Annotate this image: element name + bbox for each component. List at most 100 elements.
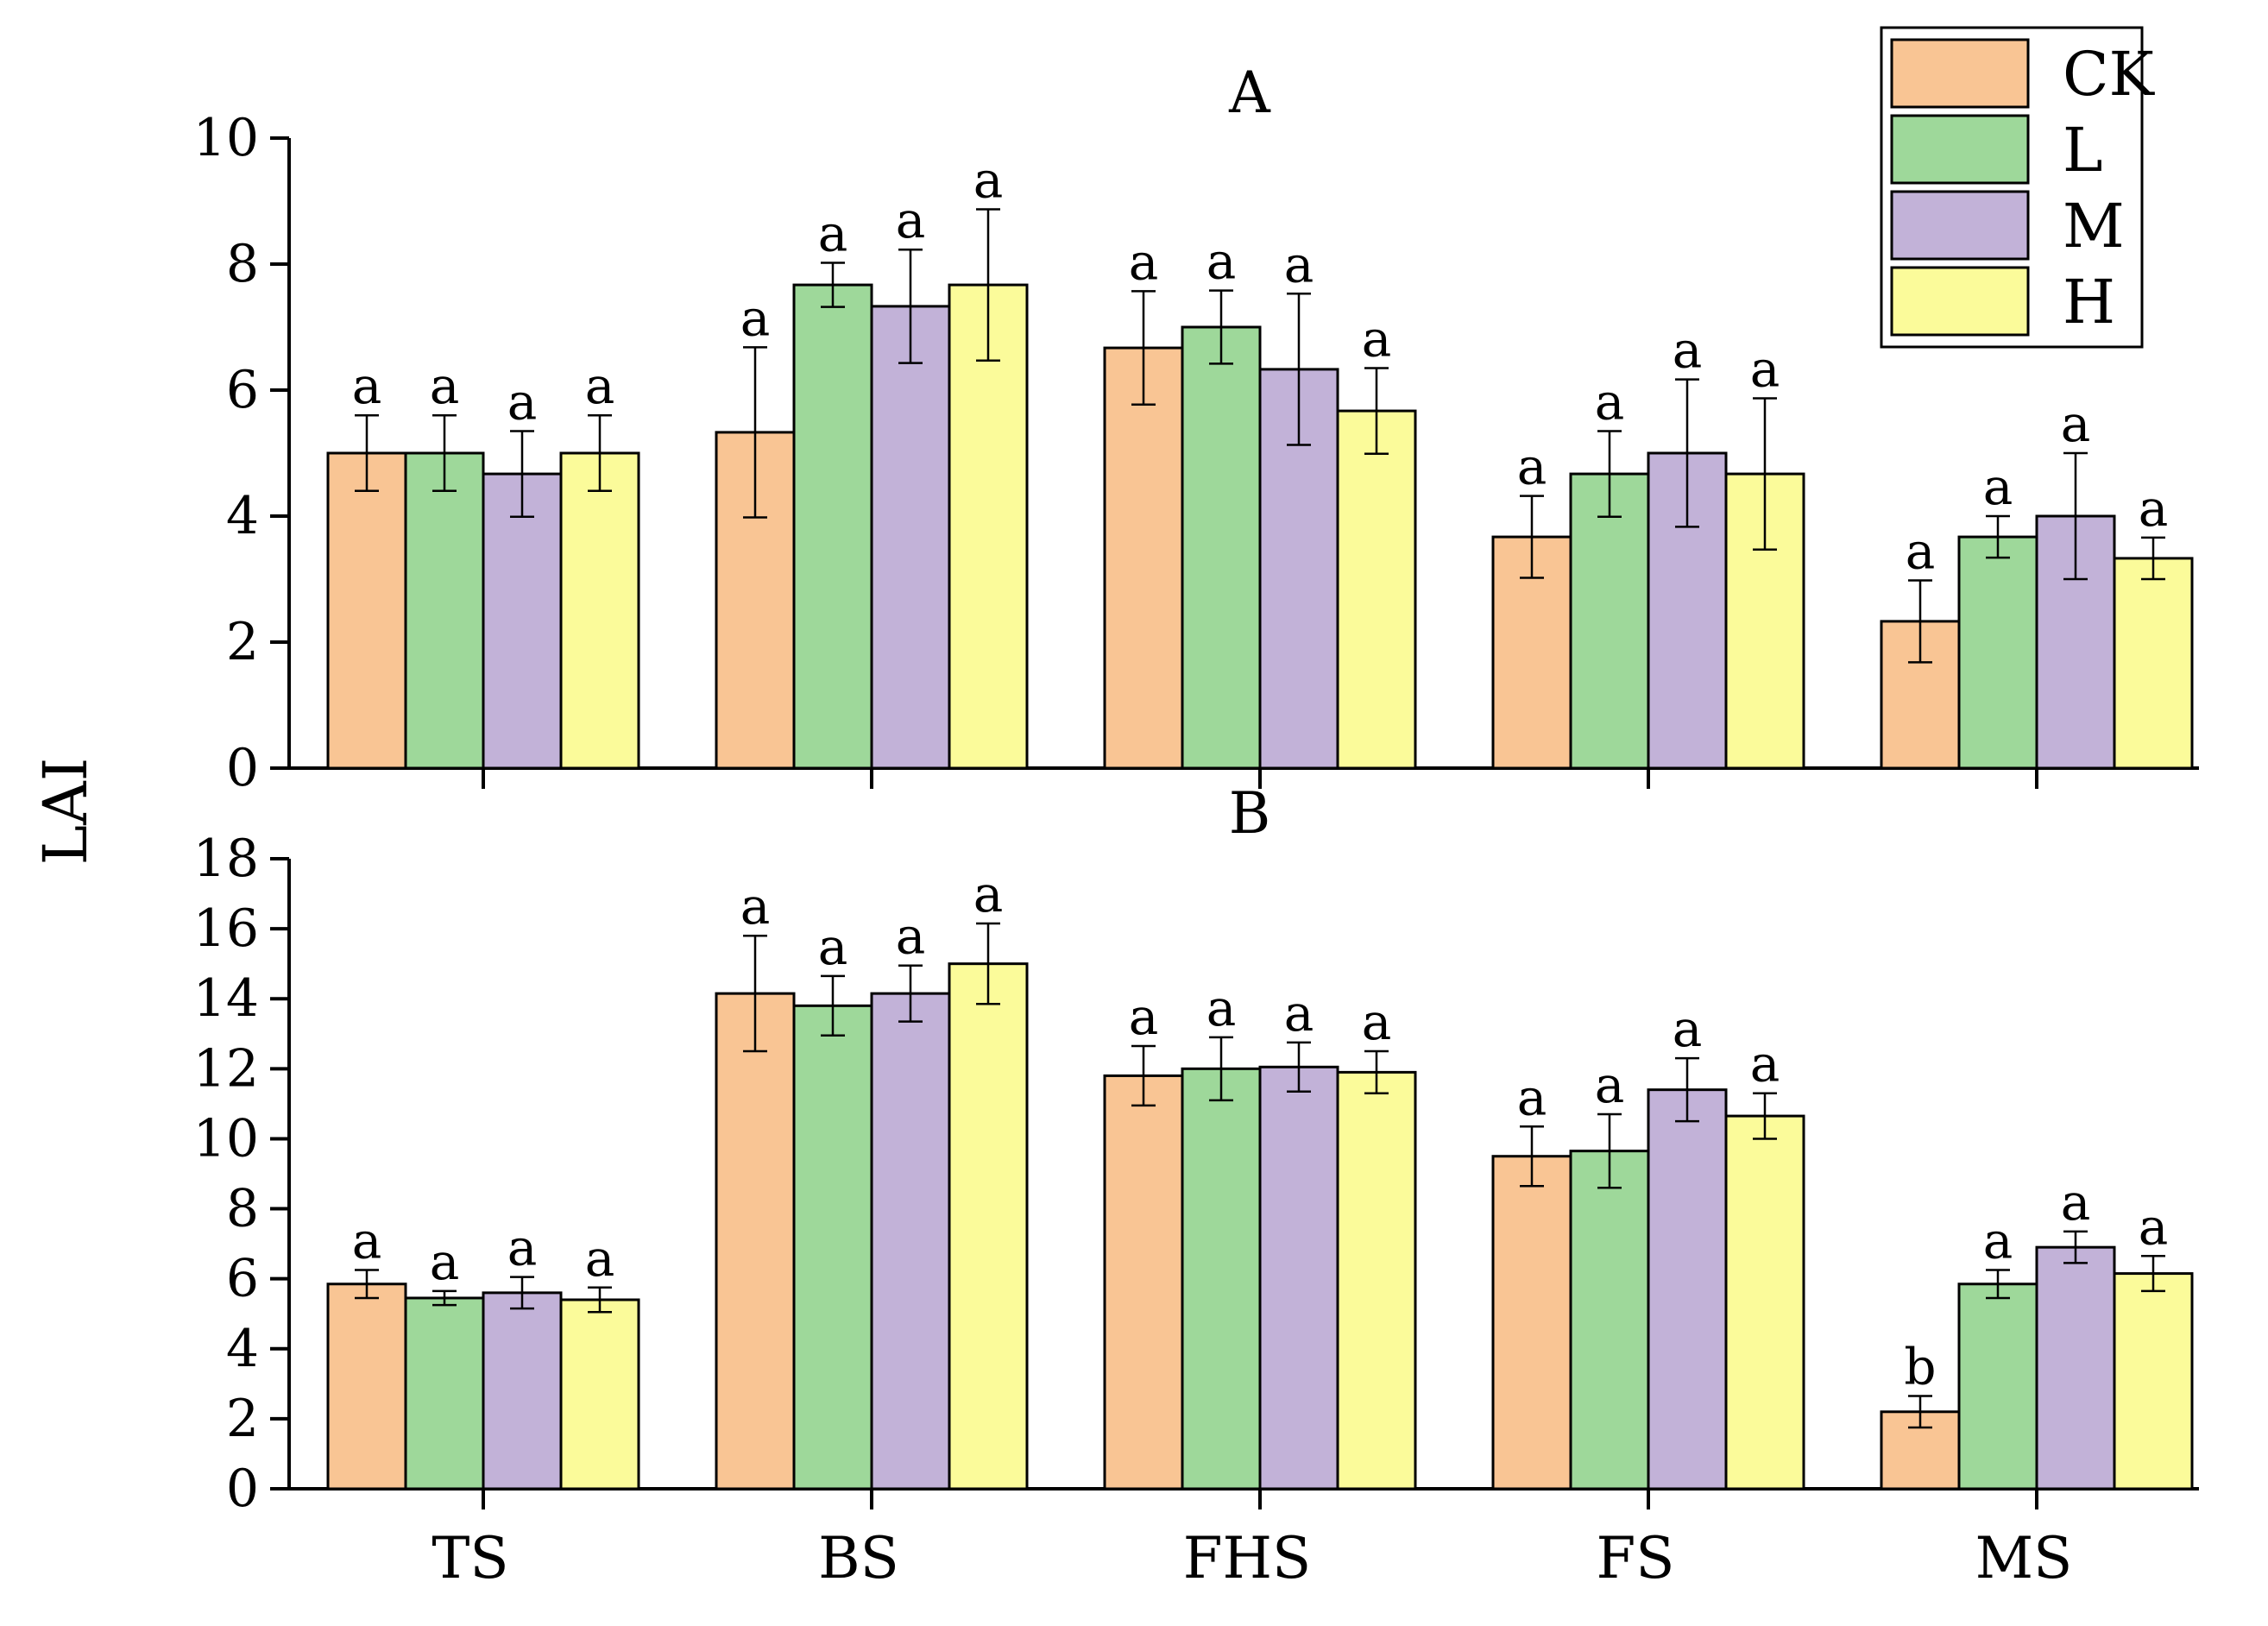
bar-L-FHS [1181, 325, 1262, 770]
bar-M-MS [2035, 1245, 2116, 1490]
significance-letter: a [1673, 999, 1703, 1058]
legend-label-L: L [2063, 115, 2102, 186]
y-tick-label: 4 [226, 1319, 259, 1379]
legend-label-CK: CK [2063, 39, 2156, 110]
bar-M-TS [482, 472, 563, 770]
significance-letter: a [2139, 479, 2169, 538]
panel-title-B: B [1229, 780, 1271, 847]
bar-CK-TS [326, 1283, 407, 1490]
bar-L-FS [1569, 472, 1650, 770]
bar-H-FHS [1336, 409, 1417, 770]
significance-letter: a [430, 356, 460, 415]
bar-CK-TS [326, 451, 407, 770]
y-tick-label: 14 [193, 968, 259, 1029]
y-tick-label: 12 [193, 1038, 259, 1099]
bar-CK-FHS [1103, 1074, 1184, 1490]
significance-letter: a [818, 205, 848, 263]
significance-letter: a [1129, 987, 1159, 1046]
bar-L-MS [1957, 1283, 2038, 1490]
bar-M-TS [482, 1291, 563, 1490]
significance-letter: a [1206, 232, 1237, 291]
y-tick-label: 2 [226, 612, 259, 672]
significance-letter: a [973, 865, 1004, 923]
bar-M-BS [870, 305, 951, 770]
significance-letter: a [1206, 979, 1237, 1037]
bar-CK-FS [1491, 1155, 1572, 1490]
y-tick-label: 2 [226, 1389, 259, 1449]
bar-M-FHS [1258, 1065, 1339, 1490]
bar-CK-BS [715, 431, 796, 770]
y-tick-label: 16 [193, 898, 259, 959]
bar-H-BS [948, 283, 1029, 770]
bar-L-BS [792, 1004, 873, 1490]
significance-letter: a [1983, 457, 2013, 516]
y-axis-label: LAI [30, 758, 101, 866]
panel-title-A: A [1228, 60, 1271, 126]
bar-L-TS [404, 1296, 485, 1490]
significance-letter: a [1673, 321, 1703, 380]
significance-letter: a [1284, 984, 1314, 1043]
bar-H-TS [559, 1298, 640, 1490]
significance-letter: a [818, 917, 848, 976]
bar-CK-FHS [1103, 346, 1184, 770]
bar-M-FS [1647, 451, 1728, 770]
significance-letter: a [973, 150, 1004, 209]
significance-letter: a [1362, 993, 1392, 1051]
significance-letter: a [1906, 521, 1936, 580]
significance-letter: a [740, 288, 771, 347]
bar-H-BS [948, 962, 1029, 1490]
significance-letter: a [896, 191, 926, 249]
significance-letter: a [585, 356, 615, 415]
significance-letter: a [507, 1219, 538, 1277]
y-tick-label: 10 [193, 1108, 259, 1169]
bar-M-BS [870, 992, 951, 1490]
category-label-BS: BS [818, 1525, 899, 1591]
significance-letter: a [896, 907, 926, 966]
y-tick-label: 4 [226, 486, 259, 546]
significance-letter: a [1750, 1035, 1780, 1093]
legend-swatch-M [1890, 190, 2030, 261]
category-label-FHS: FHS [1183, 1525, 1312, 1591]
y-tick-label: 10 [193, 108, 259, 168]
y-tick-label: 18 [193, 829, 259, 889]
significance-letter: a [1595, 1056, 1625, 1114]
y-tick-label: 8 [226, 234, 259, 294]
bar-L-FHS [1181, 1067, 1262, 1490]
category-label-FS: FS [1596, 1525, 1674, 1591]
significance-letter: a [352, 1212, 382, 1270]
significance-letter: a [2139, 1197, 2169, 1256]
significance-letter: a [2061, 394, 2091, 453]
bar-L-TS [404, 451, 485, 770]
significance-letter: a [2061, 1173, 2091, 1232]
legend-swatch-H [1890, 266, 2030, 337]
bar-M-FS [1647, 1088, 1728, 1490]
significance-letter: a [1983, 1212, 2013, 1270]
significance-letter: a [585, 1229, 615, 1288]
bar-L-BS [792, 283, 873, 770]
significance-letter: a [1750, 339, 1780, 398]
bar-H-FHS [1336, 1070, 1417, 1490]
significance-letter: a [1517, 438, 1547, 496]
category-label-TS: TS [432, 1525, 508, 1591]
bar-H-MS [2113, 557, 2194, 770]
significance-letter: a [740, 877, 771, 936]
bar-H-TS [559, 451, 640, 770]
bar-CK-BS [715, 992, 796, 1490]
bar-H-FS [1724, 1114, 1805, 1490]
y-tick-label: 0 [226, 738, 259, 798]
significance-letter: a [507, 372, 538, 431]
significance-letter: a [1517, 1068, 1547, 1126]
category-label-MS: MS [1975, 1525, 2073, 1591]
significance-letter: b [1904, 1338, 1936, 1396]
legend-label-M: M [2063, 191, 2125, 262]
significance-letter: a [1362, 309, 1392, 368]
legend-swatch-L [1890, 114, 2030, 185]
bar-L-MS [1957, 535, 2038, 770]
significance-letter: a [1129, 232, 1159, 291]
y-tick-label: 6 [226, 1249, 259, 1309]
legend-swatch-CK [1890, 38, 2030, 109]
y-tick-label: 8 [226, 1179, 259, 1239]
significance-letter: a [1595, 372, 1625, 431]
